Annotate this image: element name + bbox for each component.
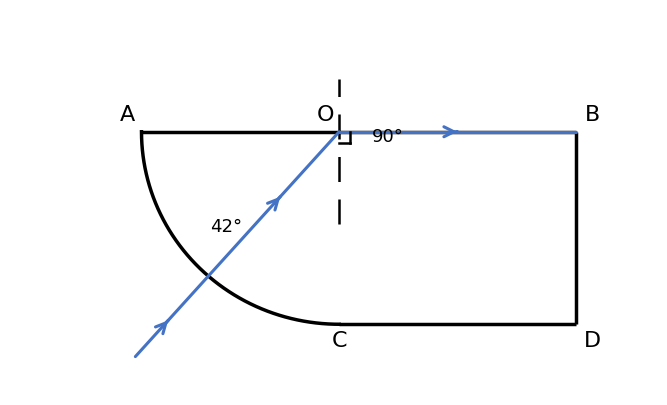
Text: C: C xyxy=(331,331,347,351)
Text: B: B xyxy=(585,105,600,125)
Text: O: O xyxy=(316,105,334,125)
Text: 90°: 90° xyxy=(372,128,404,146)
Text: 42°: 42° xyxy=(210,217,242,236)
Text: A: A xyxy=(120,105,135,125)
Text: D: D xyxy=(584,331,601,351)
